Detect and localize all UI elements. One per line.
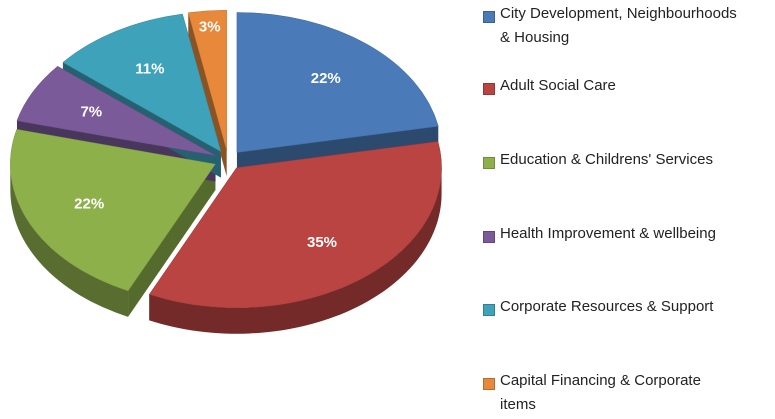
legend-label: Capital Financing & Corporate items — [500, 372, 701, 413]
slice-wall — [128, 164, 216, 317]
legend-swatch — [483, 11, 495, 23]
data-label: 35% — [307, 234, 337, 251]
legend-swatch — [483, 231, 495, 243]
slice — [148, 141, 442, 308]
slice-wall — [188, 12, 227, 177]
legend-entry: Corporate Resources & Support — [483, 298, 763, 319]
slice-side — [10, 164, 129, 317]
slice — [187, 9, 227, 151]
legend-label: Health Improvement & wellbeing — [500, 225, 716, 242]
legend-label: Education & Childrens' Services — [500, 151, 713, 168]
slice — [62, 13, 222, 153]
legend-entry: Capital Financing & Corporate items — [483, 372, 763, 417]
legend-swatch — [483, 304, 495, 316]
pie-area: 22% 35% 22% 7% 11% 3% — [10, 9, 442, 334]
data-label: 22% — [311, 70, 341, 87]
data-label: 7% — [80, 103, 102, 120]
legend-label: Corporate Resources & Support — [500, 298, 714, 315]
legend-swatch — [483, 83, 495, 95]
legend-entry: City Development, Neighbourhoods & Housi… — [483, 5, 763, 50]
data-label: 22% — [74, 196, 104, 213]
data-label: 11% — [135, 61, 164, 78]
legend-entry: Education & Childrens' Services — [483, 151, 763, 172]
slice — [236, 12, 439, 153]
slice-side — [149, 167, 442, 334]
legend-label: City Development, Neighbourhoods & Housi… — [500, 5, 737, 46]
legend-entry: Health Improvement & wellbeing — [483, 225, 763, 246]
legend-swatch — [483, 378, 495, 390]
slice — [16, 66, 216, 156]
slice — [10, 129, 216, 292]
data-label: 3% — [199, 19, 221, 36]
legend-label: Adult Social Care — [500, 77, 616, 94]
legend-swatch — [483, 157, 495, 169]
legend-entry: Adult Social Care — [483, 77, 763, 98]
